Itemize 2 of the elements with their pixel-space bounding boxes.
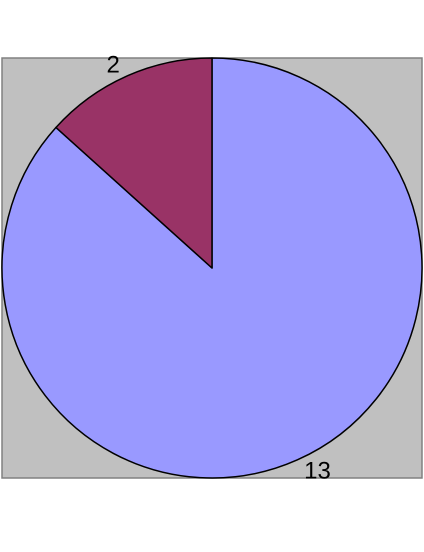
data-label: 13 — [304, 458, 331, 485]
data-label: 2 — [106, 51, 120, 78]
